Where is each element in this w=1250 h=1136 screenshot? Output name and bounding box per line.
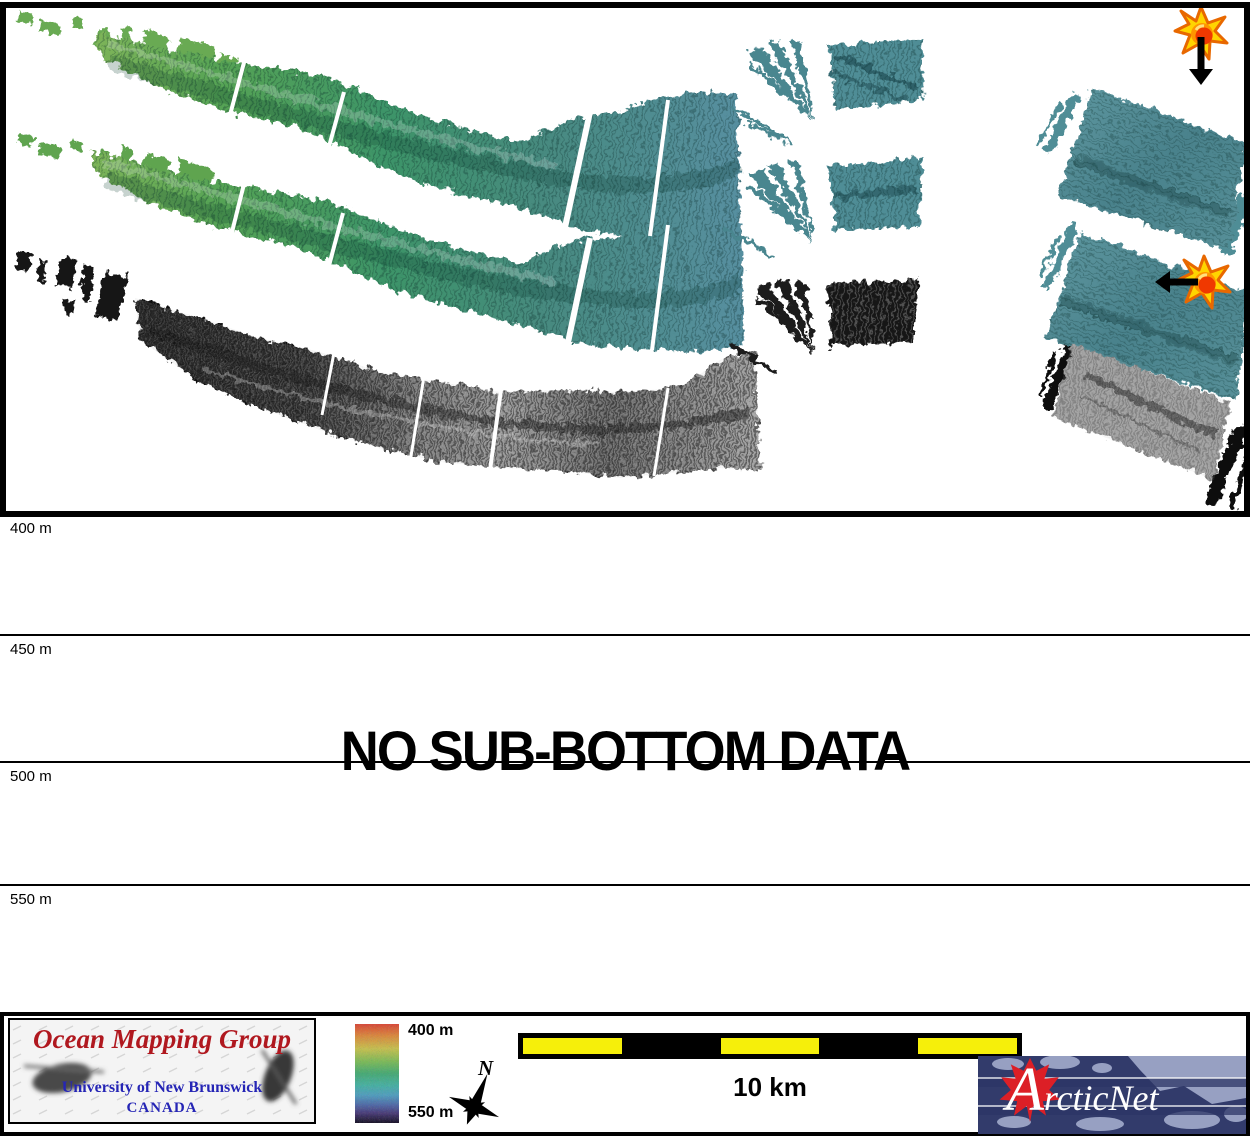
ocean-mapping-group-logo: Ocean Mapping Group University of New Br… xyxy=(8,1018,316,1124)
survey-quad-row3 xyxy=(827,280,919,347)
depth-label-400: 400 m xyxy=(10,520,52,537)
depth-label-500: 500 m xyxy=(10,768,52,785)
scale-bar-segment xyxy=(621,1038,721,1054)
depth-gridline-550 xyxy=(0,884,1250,886)
survey-gap-lines xyxy=(224,54,670,477)
survey-fan-row1 xyxy=(730,39,814,145)
bathy-swath-middle xyxy=(90,150,744,352)
survey-fan-row3 xyxy=(730,279,815,374)
omg-country: CANADA xyxy=(126,1100,198,1116)
no-sub-bottom-data-text: NO SUB-BOTTOM DATA xyxy=(340,719,911,782)
scale-bar-segment xyxy=(523,1038,622,1054)
omg-logo-background xyxy=(10,1020,314,1122)
right-quad-top xyxy=(1058,88,1244,250)
scale-bar-label: 10 km xyxy=(733,1072,807,1102)
survey-quad-row1 xyxy=(828,38,924,110)
swath-fragments-lower xyxy=(13,252,128,320)
arcticnet-wordmark: ArcticNet xyxy=(1006,1056,1159,1124)
depth-label-450: 450 m xyxy=(10,641,52,658)
sun-marker-arrow-left xyxy=(1155,254,1232,310)
depth-colorbar xyxy=(355,1024,399,1123)
bathy-swath-upper xyxy=(95,32,743,240)
scale-bar-segment xyxy=(720,1038,820,1054)
north-arrow-star xyxy=(448,1073,500,1125)
survey-fan-row2 xyxy=(722,161,814,258)
colorbar-top-label: 400 m xyxy=(408,1022,454,1039)
scale-bar xyxy=(518,1033,1022,1059)
scale-bar-segment xyxy=(918,1038,1017,1054)
sun-marker-arrow-down xyxy=(1173,8,1229,85)
omg-subtitle: University of New Brunswick xyxy=(61,1079,263,1096)
north-label: N xyxy=(478,1056,494,1080)
sidescan-grain-overlay xyxy=(135,298,760,478)
scale-bar-segment xyxy=(819,1038,919,1054)
depth-gridline-450 xyxy=(0,634,1250,636)
depth-label-550: 550 m xyxy=(10,891,52,908)
maple-leaf-icon xyxy=(999,1058,1061,1122)
omg-title: Ocean Mapping Group xyxy=(32,1024,292,1054)
survey-map-panel xyxy=(0,2,1250,517)
arcticnet-logo-background xyxy=(978,1056,1246,1134)
arcticnet-logo: ArcticNet xyxy=(978,1056,1246,1134)
depth-gridline-500 xyxy=(0,761,1250,763)
north-arrow: N xyxy=(442,1054,514,1136)
survey-quad-row2 xyxy=(829,157,922,230)
colorbar-bottom-label: 550 m xyxy=(408,1104,454,1121)
right-quad-bottom-gray xyxy=(1053,343,1230,480)
legend-footer-bar: Ocean Mapping Group University of New Br… xyxy=(0,1012,1250,1136)
survey-map-svg xyxy=(13,8,1244,510)
